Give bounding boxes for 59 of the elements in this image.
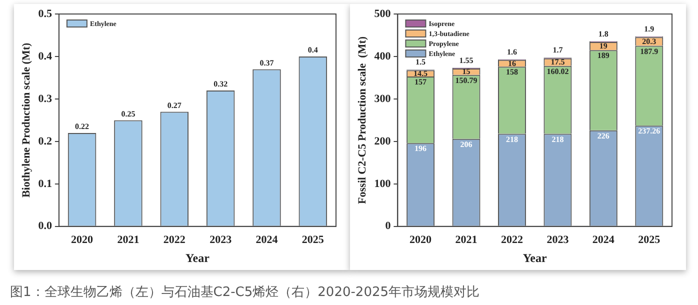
data-label: 160.02 (546, 66, 569, 76)
data-label: 1.55 (459, 56, 474, 65)
data-label: 226 (597, 131, 610, 140)
data-label: 157 (414, 78, 427, 87)
x-tick-label: 2020 (71, 234, 94, 246)
data-label: 237.26 (638, 126, 660, 136)
x-tick-label: 2020 (410, 234, 432, 246)
y-tick-label: 200 (374, 135, 392, 148)
y-axis-title: Fossil C2-C5 Production scale (Mt) (356, 36, 368, 204)
x-tick-label: 2021 (455, 234, 478, 246)
x-tick-label: 2024 (256, 234, 278, 246)
data-label: 187.9 (640, 46, 658, 56)
y-tick-label: 0.3 (38, 92, 52, 105)
data-label: 1.5 (416, 58, 426, 67)
x-tick-label: 2025 (638, 234, 661, 246)
data-label: 0.25 (121, 109, 136, 118)
y-tick-label: 300 (374, 92, 392, 105)
x-axis-title: Year (185, 250, 210, 265)
y-tick-label: 0.2 (38, 135, 52, 148)
data-label: 158 (506, 68, 518, 77)
data-label: 196 (414, 144, 427, 154)
y-tick-label: 100 (374, 178, 392, 190)
data-label: 1.7 (552, 46, 563, 55)
x-tick-label: 2021 (117, 234, 140, 246)
y-tick-label: 0 (385, 220, 392, 232)
data-label: 0.22 (75, 122, 90, 132)
data-label: 218 (506, 134, 518, 144)
y-axis-title: Biothylene Production scale (Mt) (20, 42, 32, 198)
data-label: 206 (460, 140, 472, 149)
y-tick-label: 0.0 (38, 220, 52, 232)
x-tick-label: 2025 (302, 234, 324, 246)
data-label: 15 (462, 67, 470, 76)
data-label: 1.9 (644, 24, 654, 34)
y-tick-label: 0.5 (38, 8, 52, 20)
data-label: 218 (552, 134, 564, 144)
x-tick-label: 2023 (546, 234, 570, 246)
data-label: 20.3 (642, 37, 656, 46)
data-label: 19 (599, 42, 608, 51)
x-axis-title: Year (522, 250, 548, 265)
y-tick-label: 0.1 (38, 178, 52, 190)
data-label: 0.37 (260, 58, 274, 68)
caption: 图1：全球生物乙烯（左）与石油基C2-C5烯烃（右）2020-2025年市场规模对比 (10, 284, 480, 301)
x-tick-label: 2023 (210, 234, 232, 246)
y-tick-label: 500 (374, 8, 392, 20)
x-tick-label: 2022 (163, 234, 186, 246)
x-tick-label: 2024 (592, 234, 615, 246)
y-tick-label: 400 (374, 50, 392, 62)
y-tick-label: 0.4 (38, 50, 52, 62)
data-label: 0.32 (214, 80, 228, 89)
data-label: 189 (597, 51, 610, 60)
data-label: 17.5 (550, 58, 565, 67)
data-label: 1.8 (598, 29, 608, 38)
data-label: 1.6 (506, 47, 517, 56)
data-label: 150.79 (455, 76, 478, 85)
data-label: 0.27 (167, 100, 182, 110)
x-tick-label: 2022 (500, 234, 524, 246)
data-label: 0.4 (308, 46, 318, 55)
data-label: 16 (508, 58, 516, 68)
data-label: 14.5 (414, 68, 428, 78)
